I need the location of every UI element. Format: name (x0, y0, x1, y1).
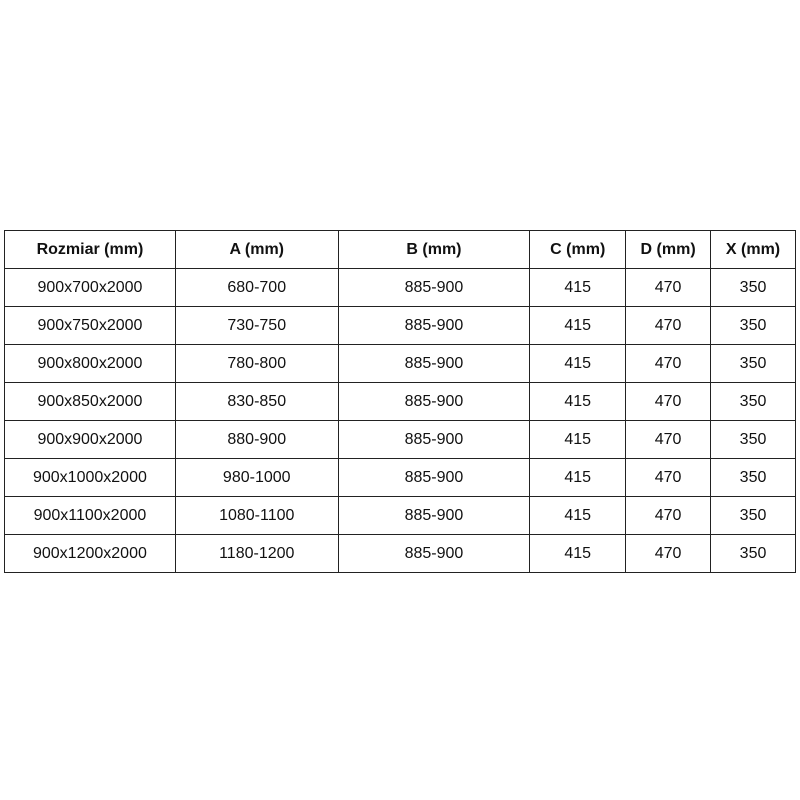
table-cell: 900x1100x2000 (4, 496, 176, 535)
table-cell: 470 (625, 344, 712, 383)
table-cell: 415 (529, 534, 627, 573)
table-row: 900x750x2000 730-750 885-900 415 470 350 (4, 306, 796, 345)
table-cell: 885-900 (337, 496, 531, 535)
column-header: B (mm) (337, 230, 531, 269)
table-cell: 350 (710, 344, 796, 383)
column-header: D (mm) (625, 230, 712, 269)
table-cell: 885-900 (337, 534, 531, 573)
table-cell: 680-700 (174, 268, 339, 307)
table-row: 900x1200x2000 1180-1200 885-900 415 470 350 (4, 534, 796, 573)
dimensions-table: Rozmiar (mm) A (mm) B (mm) C (mm) D (mm) X (m… (4, 230, 796, 573)
table-cell: 350 (710, 268, 796, 307)
table-cell: 350 (710, 420, 796, 459)
table-cell: 885-900 (337, 344, 531, 383)
column-header: A (mm) (174, 230, 339, 269)
table-cell: 1080-1100 (174, 496, 339, 535)
column-header: Rozmiar (mm) (4, 230, 176, 269)
table-cell: 415 (529, 382, 627, 421)
table-cell: 885-900 (337, 306, 531, 345)
table-cell: 415 (529, 420, 627, 459)
table-cell: 900x900x2000 (4, 420, 176, 459)
table-cell: 900x850x2000 (4, 382, 176, 421)
table-row: 900x900x2000 880-900 885-900 415 470 350 (4, 420, 796, 459)
column-header: X (mm) (710, 230, 796, 269)
table-cell: 350 (710, 458, 796, 497)
table-row: 900x850x2000 830-850 885-900 415 470 350 (4, 382, 796, 421)
table-cell: 415 (529, 306, 627, 345)
table-cell: 880-900 (174, 420, 339, 459)
table-cell: 830-850 (174, 382, 339, 421)
table-cell: 780-800 (174, 344, 339, 383)
table-cell: 980-1000 (174, 458, 339, 497)
table-cell: 350 (710, 382, 796, 421)
table-row: 900x1100x2000 1080-1100 885-900 415 470 350 (4, 496, 796, 535)
table-cell: 415 (529, 458, 627, 497)
table-body: 900x700x2000 680-700 885-900 415 470 350 900x7… (4, 268, 796, 573)
table-cell: 470 (625, 306, 712, 345)
table-cell: 470 (625, 534, 712, 573)
table-cell: 415 (529, 496, 627, 535)
table-cell: 885-900 (337, 458, 531, 497)
table-cell: 470 (625, 382, 712, 421)
table-cell: 1180-1200 (174, 534, 339, 573)
table-row: 900x1000x2000 980-1000 885-900 415 470 350 (4, 458, 796, 497)
table-cell: 900x700x2000 (4, 268, 176, 307)
table-cell: 900x750x2000 (4, 306, 176, 345)
table-cell: 900x1000x2000 (4, 458, 176, 497)
table-cell: 415 (529, 268, 627, 307)
table-cell: 885-900 (337, 268, 531, 307)
table-cell: 900x1200x2000 (4, 534, 176, 573)
table-cell: 415 (529, 344, 627, 383)
table-cell: 350 (710, 534, 796, 573)
table-cell: 885-900 (337, 420, 531, 459)
table-row: 900x700x2000 680-700 885-900 415 470 350 (4, 268, 796, 307)
table-cell: 900x800x2000 (4, 344, 176, 383)
table-cell: 350 (710, 496, 796, 535)
table-cell: 885-900 (337, 382, 531, 421)
table-row: 900x800x2000 780-800 885-900 415 470 350 (4, 344, 796, 383)
table-cell: 470 (625, 458, 712, 497)
table-cell: 470 (625, 420, 712, 459)
table-cell: 350 (710, 306, 796, 345)
column-header: C (mm) (529, 230, 627, 269)
table-header-row: Rozmiar (mm) A (mm) B (mm) C (mm) D (mm) X (m… (4, 230, 796, 269)
table-cell: 470 (625, 496, 712, 535)
table-cell: 730-750 (174, 306, 339, 345)
table-cell: 470 (625, 268, 712, 307)
